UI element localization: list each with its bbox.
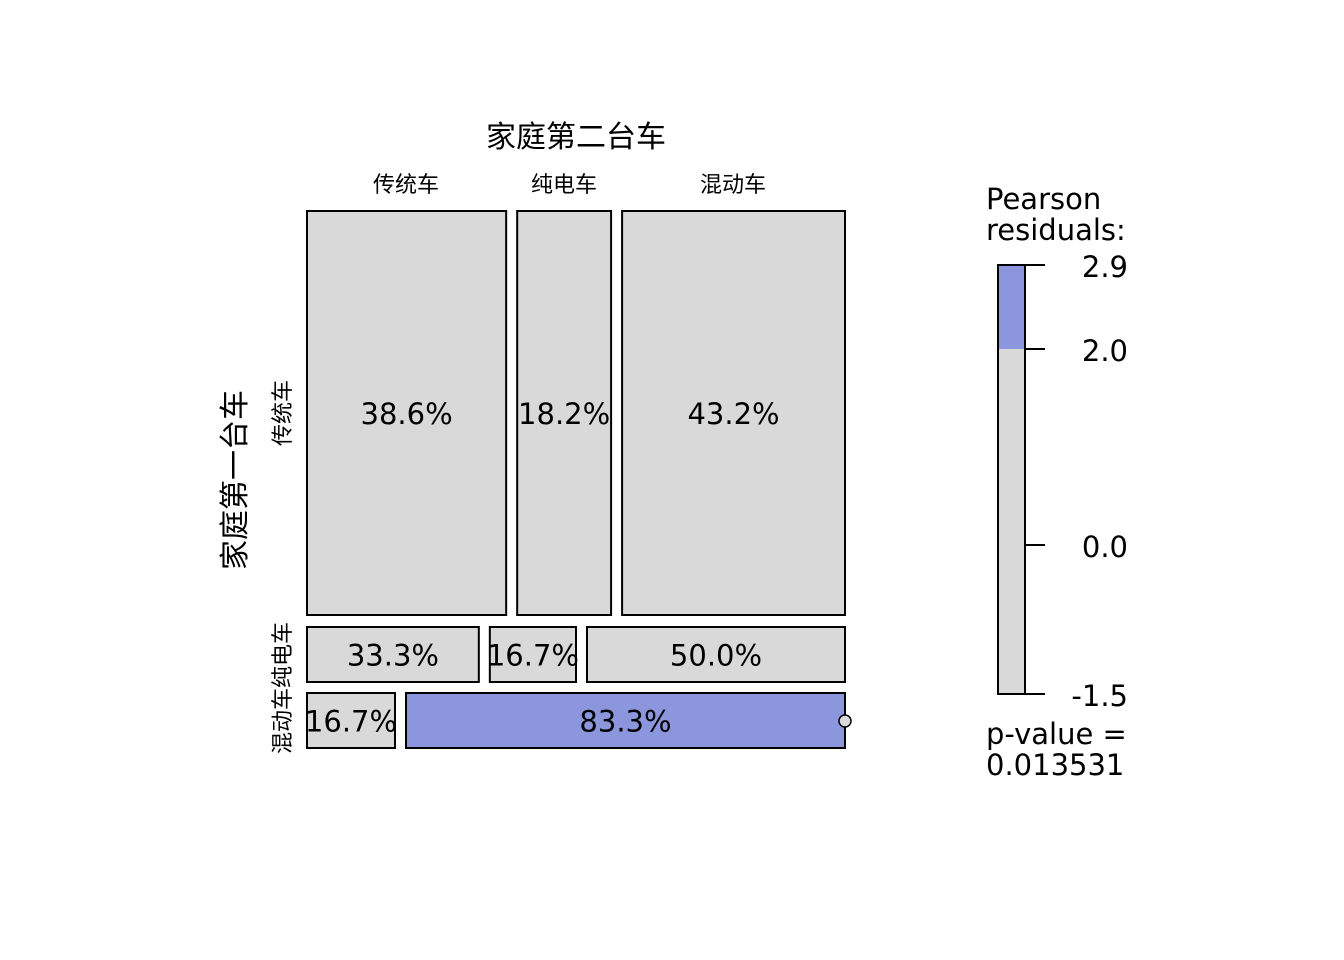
mosaic-tile-r1-c1 [488, 626, 577, 683]
mosaic-tile-r0-c0 [306, 210, 508, 616]
row-label-conventional: 传统车 [271, 380, 296, 446]
legend-title-line1: Pearson [986, 182, 1101, 216]
p-value-line2: 0.013531 [986, 748, 1124, 782]
legend-band-neutral [998, 349, 1025, 694]
chart-title: 家庭第二台车 [486, 120, 666, 155]
legend: Pearson residuals: 2.9 2.0 0.0 -1.5 p-va… [986, 182, 1128, 782]
mosaic-tile-r1-c2 [586, 626, 846, 683]
mosaic-tile-r2-c0 [306, 692, 397, 749]
legend-tick-label: -1.5 [1071, 679, 1128, 713]
col-label-conventional: 传统车 [373, 173, 439, 198]
tile-label-r0-c0: 38.6% [361, 397, 453, 431]
legend-tick-label: 2.9 [1082, 250, 1128, 284]
tile-label-r1-c0: 33.3% [347, 639, 439, 673]
mosaic-tile-r2-c2 [405, 692, 846, 749]
legend-bar-frame [997, 264, 1026, 695]
mosaic-tile-r0-c1 [516, 210, 613, 616]
mosaic-tile-r0-c2 [621, 210, 847, 616]
tile-label-r0-c1: 18.2% [518, 397, 610, 431]
legend-title-line2: residuals: [986, 213, 1126, 247]
tile-label-r1-c1: 16.7% [487, 639, 579, 673]
col-label-hybrid: 混动车 [700, 173, 766, 198]
col-label-electric: 纯电车 [531, 173, 597, 198]
y-axis-label: 家庭第一台车 [218, 390, 253, 570]
tile-label-r2-c2: 83.3% [579, 705, 671, 739]
legend-tick-label: 0.0 [1082, 530, 1128, 564]
legend-tick-label: 2.0 [1082, 334, 1128, 368]
row-label-hybrid: 混动车 [271, 688, 296, 754]
row-label-electric: 纯电车 [271, 622, 296, 688]
tile-label-r0-c2: 43.2% [687, 397, 779, 431]
tile-label-r2-c0: 16.7% [305, 705, 397, 739]
zero-cell-marker [838, 693, 852, 749]
tile-label-r1-c2: 50.0% [670, 639, 762, 673]
mosaic-tile-r1-c0 [306, 626, 480, 683]
legend-band-high [998, 265, 1025, 349]
p-value-line1: p-value = [986, 717, 1127, 751]
